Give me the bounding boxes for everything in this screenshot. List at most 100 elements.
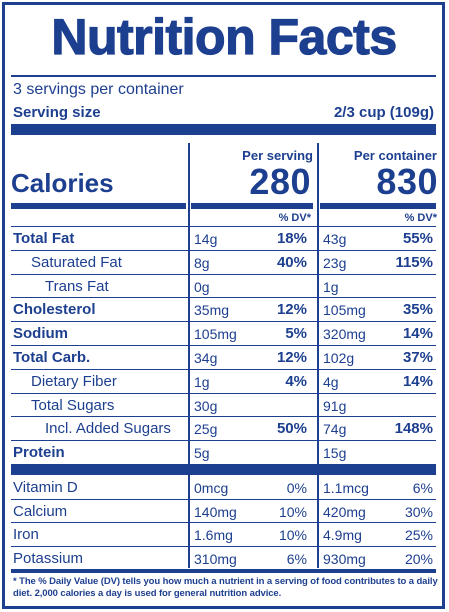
nutrient-name: Dietary Fiber [31,372,117,390]
column-divider-serving [188,143,190,568]
row-divider [11,416,436,418]
serving-amount: 5g [194,445,210,462]
serving-dv: 18% [276,230,307,247]
serving-dv: 50% [276,420,307,438]
label-title: Nutrition Facts [51,8,398,65]
container-amount: 4g [323,373,339,390]
serving-amount: 25g [194,421,218,438]
nutrient-name: Cholesterol [13,301,96,319]
thick-divider [11,465,436,475]
nutrient-name: Protein [13,444,65,462]
serving-amount: 14g [194,231,218,247]
vitamin-row: Calcium 140mg 10% 420mg 30% [11,500,436,523]
container-dv: 14% [402,372,433,390]
row-divider [11,522,436,523]
container-amount: 105mg [323,302,366,319]
serving-amount: 1.6mg [194,527,233,543]
calories-per-serving: 280 [249,161,311,202]
container-dv: 37% [402,349,433,366]
row-divider [11,498,436,500]
container-dv: 14% [402,325,433,343]
serving-amount: 35mg [194,302,230,319]
nutrient-name: Total Sugars [31,396,115,414]
serving-dv: 0% [286,480,307,496]
container-dv: 30% [404,503,433,520]
row-divider [11,273,436,275]
container-amount: 102g [323,350,355,366]
container-amount: 320mg [323,326,366,343]
servings-per-container: 3 servings per container [13,81,184,98]
row-divider [11,368,436,370]
calories-per-container: 830 [376,161,438,202]
nutrient-name: Calcium [13,502,68,520]
serving-amount: 30g [194,397,218,414]
divider [11,75,436,77]
nutrient-name: Total Carb. [13,349,91,366]
serving-dv: 10% [278,503,307,520]
container-amount: 23g [323,254,347,271]
container-dv: 25% [404,527,433,543]
container-amount: 43g [323,231,347,247]
serving-amount: 8g [194,254,210,271]
dv-header-serving: % DV* [278,212,311,224]
nutrient-name: Total Fat [13,230,75,247]
nutrient-row: Total Sugars 30g 91g [11,394,436,418]
vitamin-row: Iron 1.6mg 10% 4.9mg 25% [11,523,436,547]
nutrient-name: Saturated Fat [31,253,122,271]
serving-dv: 12% [276,301,307,319]
nutrient-row: Total Carb. 34g 12% 102g 37% [11,346,436,370]
calories-label: Calories [11,168,114,198]
serving-amount: 1g [194,373,210,390]
serving-amount: 34g [194,350,218,366]
serving-size-label: Serving size [13,104,101,121]
nutrient-row: Total Fat 14g 18% 43g 55% [11,227,436,251]
calories-bar [320,203,436,209]
thick-divider [11,124,436,135]
nutrient-name: Iron [13,526,39,543]
container-amount: 15g [323,445,347,462]
container-dv: 35% [402,301,433,319]
per-serving-header: Per serving [242,148,313,163]
nutrient-name: Incl. Added Sugars [45,420,171,438]
dv-header-container: % DV* [404,212,437,224]
serving-dv: 10% [278,527,307,543]
serving-dv: 6% [286,550,307,567]
row-divider [11,569,436,570]
nutrient-row: Dietary Fiber 1g 4% 4g 14% [11,370,436,394]
nutrient-row: Protein 5g 15g [11,441,436,465]
serving-amount: 310mg [194,550,237,567]
row-divider [11,344,436,346]
container-amount: 1.1mcg [323,480,369,496]
container-amount: 4.9mg [323,527,362,543]
container-amount: 930mg [323,550,366,567]
column-divider-container [317,143,319,568]
serving-amount: 140mg [194,503,237,520]
divider [11,226,436,227]
row-divider [11,440,436,442]
row-divider [11,321,436,323]
vitamin-row: Potassium 310mg 6% 930mg 20% [11,547,436,570]
serving-size-value: 2/3 cup (109g) [333,104,434,121]
row-divider [11,297,436,299]
container-dv: 148% [394,420,433,438]
calories-bar [11,203,186,209]
footnote: * The % Daily Value (DV) tells you how m… [13,576,438,599]
divider [11,570,436,573]
nutrient-name: Vitamin D [13,479,78,496]
row-divider [11,463,436,465]
nutrient-row: Trans Fat 0g 1g [11,275,436,299]
nutrient-row: Incl. Added Sugars 25g 50% 74g 148% [11,417,436,442]
serving-amount: 0mcg [194,480,229,496]
container-amount: 91g [323,397,347,414]
container-dv: 6% [412,480,433,496]
serving-amount: 0g [194,278,210,295]
nutrient-name: Trans Fat [45,277,109,295]
serving-dv: 5% [285,325,307,343]
row-divider [11,545,436,547]
nutrient-name: Potassium [13,549,84,567]
container-amount: 1g [323,278,339,295]
vitamin-row: Vitamin D 0mcg 0% 1.1mcg 6% [11,476,436,500]
serving-amount: 105mg [194,326,237,343]
serving-dv: 4% [285,372,307,390]
calories-bar [191,203,313,209]
